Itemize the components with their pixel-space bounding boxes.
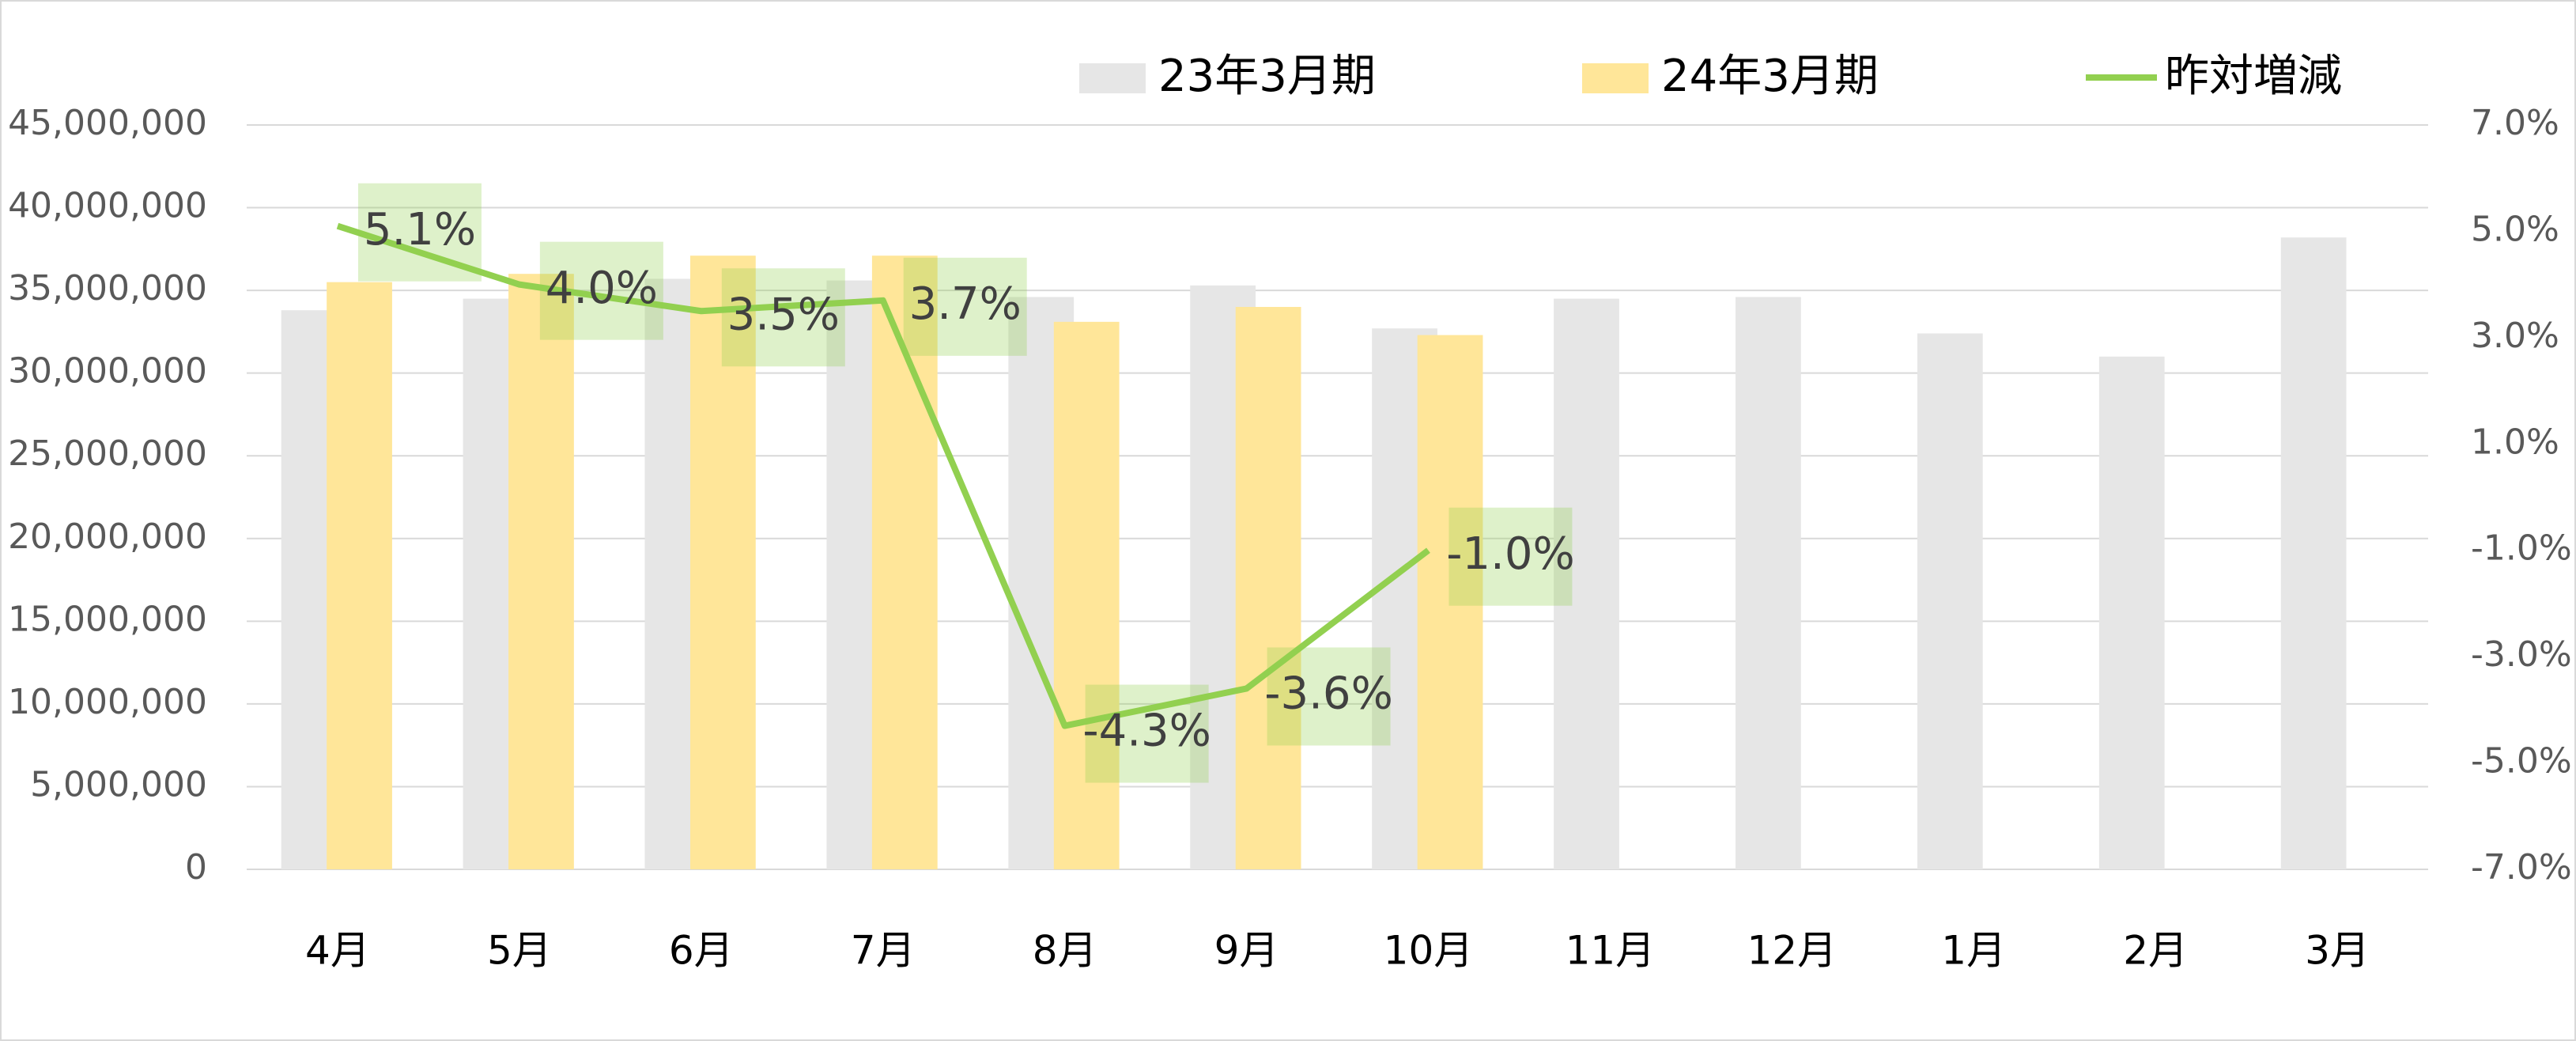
x-tick-label: 12月 bbox=[1747, 928, 1837, 974]
data-label-box bbox=[1449, 507, 1573, 606]
y2-tick-label: -7.0% bbox=[2471, 847, 2572, 888]
x-tick-label: 4月 bbox=[305, 928, 370, 974]
y-tick-label: 5,000,000 bbox=[30, 764, 207, 804]
data-label-box bbox=[539, 241, 663, 340]
y-tick-label: 10,000,000 bbox=[8, 682, 207, 722]
bar bbox=[2280, 237, 2347, 869]
y2-tick-label: 7.0% bbox=[2471, 103, 2559, 143]
data-label: 5.1% bbox=[364, 204, 476, 256]
data-label: -3.6% bbox=[1264, 668, 1392, 720]
y2-tick-label: -5.0% bbox=[2471, 741, 2572, 782]
data-label-box bbox=[1267, 647, 1391, 746]
y-tick-label: 0 bbox=[185, 847, 207, 888]
y-tick-label: 45,000,000 bbox=[8, 103, 207, 143]
y-tick-label: 15,000,000 bbox=[8, 599, 207, 639]
bar bbox=[1917, 333, 1983, 870]
y-tick-label: 20,000,000 bbox=[8, 517, 207, 557]
x-tick-label: 11月 bbox=[1566, 928, 1656, 974]
data-label: -4.3% bbox=[1082, 706, 1211, 757]
bar bbox=[1554, 298, 1619, 870]
x-tick-label: 3月 bbox=[2305, 928, 2370, 974]
data-label: 3.7% bbox=[909, 278, 1022, 330]
y-tick-label: 30,000,000 bbox=[8, 351, 207, 392]
legend-swatch bbox=[1582, 63, 1649, 93]
y-tick-label: 25,000,000 bbox=[8, 433, 207, 474]
bar bbox=[1736, 297, 1801, 869]
data-label: 4.0% bbox=[546, 263, 658, 314]
data-label-box bbox=[903, 257, 1027, 356]
bar bbox=[2098, 356, 2165, 869]
legend-label: 昨対増減 bbox=[2165, 51, 2342, 102]
x-tick-label: 7月 bbox=[851, 928, 916, 974]
x-tick-label: 8月 bbox=[1033, 928, 1097, 974]
data-label: 3.5% bbox=[727, 289, 840, 340]
line bbox=[336, 222, 1430, 729]
y-tick-label: 40,000,000 bbox=[8, 186, 207, 226]
x-tick-label: 1月 bbox=[1941, 928, 2006, 974]
data-label-box bbox=[357, 183, 482, 282]
x-tick-label: 6月 bbox=[669, 928, 734, 974]
y2-tick-label: -3.0% bbox=[2471, 634, 2572, 675]
x-tick-label: 10月 bbox=[1384, 928, 1474, 974]
x-tick-label: 9月 bbox=[1214, 928, 1279, 974]
y2-tick-label: 5.0% bbox=[2471, 209, 2559, 249]
y-tick-label: 35,000,000 bbox=[8, 268, 207, 309]
data-label-box bbox=[721, 268, 845, 367]
x-tick-label: 5月 bbox=[487, 928, 552, 974]
bar bbox=[327, 282, 392, 870]
bar bbox=[508, 274, 574, 869]
legend-label: 24年3月期 bbox=[1661, 51, 1879, 102]
legend-label: 23年3月期 bbox=[1158, 51, 1376, 102]
bar bbox=[689, 256, 756, 870]
data-label: -1.0% bbox=[1446, 528, 1574, 580]
y2-tick-label: 3.0% bbox=[2471, 316, 2559, 356]
y2-tick-label: 1.0% bbox=[2471, 422, 2559, 462]
bar bbox=[1235, 307, 1301, 869]
bar bbox=[1053, 321, 1120, 869]
y2-tick-label: -1.0% bbox=[2471, 528, 2572, 569]
data-label-box bbox=[1085, 684, 1209, 783]
legend-swatch bbox=[1079, 63, 1146, 93]
bar bbox=[1417, 335, 1483, 869]
x-tick-label: 2月 bbox=[2123, 928, 2188, 974]
